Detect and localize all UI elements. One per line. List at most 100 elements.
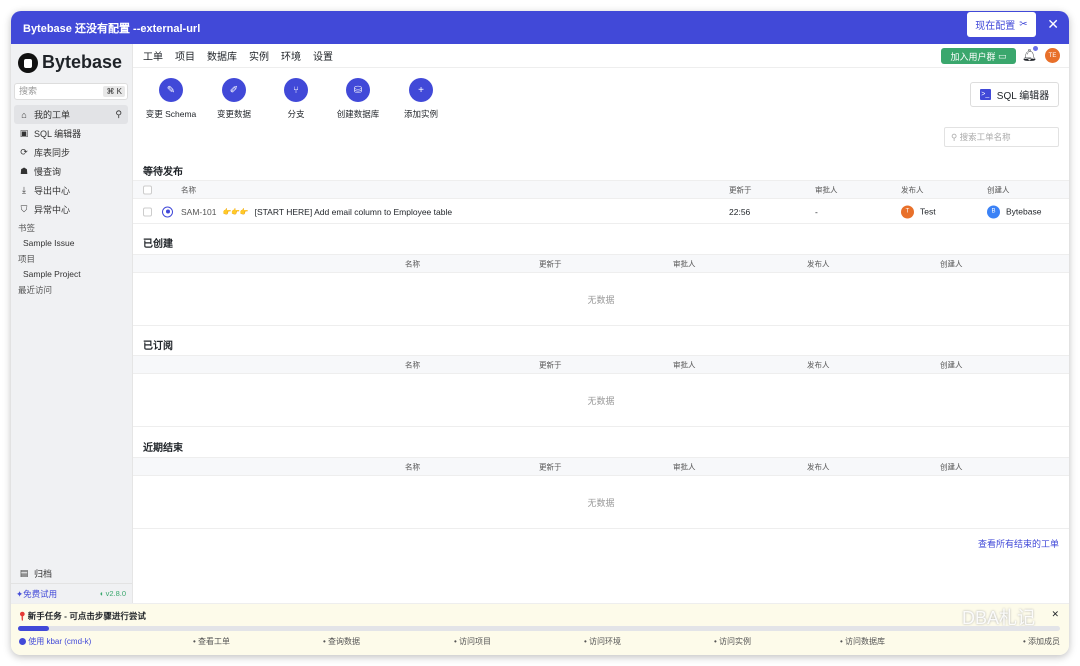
step-label: 查询数据 (328, 637, 361, 646)
section-title-waiting-rollout: 等待发布 (143, 167, 183, 178)
step-visit-project[interactable]: • 访问项目 (454, 637, 492, 646)
col-approver: 审批人 (673, 360, 696, 369)
col-releaser: 发布人 (807, 360, 830, 369)
col-creator: 创建人 (940, 462, 963, 471)
nav-databases[interactable]: 数据库 (207, 52, 237, 63)
user-avatar[interactable]: TE (1045, 48, 1060, 63)
action-branch[interactable]: ⑂ 分支 (261, 78, 331, 120)
sidebar-item-label: SQL 编辑器 (34, 129, 82, 139)
join-label: 加入用户群 (950, 51, 996, 62)
shield-icon: ⛉ (20, 204, 28, 214)
view-all-closed-link[interactable]: 查看所有结束的工单 (977, 539, 1059, 549)
status-icon (162, 206, 173, 217)
progress-fill (18, 626, 50, 631)
col-releaser: 发布人 (807, 462, 830, 471)
sidebar-search-input[interactable]: 搜索 ⌘ K (14, 83, 128, 100)
sidebar-item-sync[interactable]: ⟳ 库表同步 (14, 143, 128, 162)
empty-state: 无数据 (133, 374, 1069, 427)
sync-icon: ⟳ (20, 147, 28, 157)
nav-instances[interactable]: 实例 (249, 52, 269, 63)
download-icon: ⤓ (22, 185, 26, 195)
action-change-data[interactable]: ✐ 变更数据 (199, 78, 269, 120)
step-visit-database[interactable]: • 访问数据库 (840, 637, 886, 646)
chat-icon: ▭ (998, 50, 1007, 61)
turtle-icon: ☗ (19, 166, 29, 176)
configure-label: 现在配置 (975, 21, 1016, 32)
onboarding-panel: 📍︎新手任务 - 可点击步骤进行尝试 DBA札记 ✕ 使用 kbar (cmd-… (11, 603, 1069, 655)
sql-editor-label: SQL 编辑器 (996, 91, 1050, 102)
plus-icon: + (409, 78, 433, 102)
col-approver: 审批人 (815, 185, 838, 194)
app-window: Bytebase 还没有配置 --external-url 现在配置 ✂ ✕ By… (11, 11, 1069, 655)
status-dot (165, 209, 170, 214)
version-label: v2.8.0 (105, 589, 126, 598)
table-header: 名称 更新于 审批人 发布人 创建人 (133, 355, 1069, 374)
search-icon[interactable]: ⚲ (115, 109, 122, 119)
step-label: 访问实例 (719, 637, 752, 646)
logo[interactable]: Bytebase (18, 52, 122, 73)
issue-title[interactable]: [START HERE] Add email column to Employe… (254, 206, 453, 217)
sidebar-item-label: 我的工单 (34, 110, 71, 120)
table-row[interactable]: SAM-101 👉👉👉 [START HERE] Add email colum… (133, 200, 1069, 224)
issue-releaser: T Test (901, 205, 936, 218)
select-all-checkbox[interactable] (143, 185, 152, 194)
row-checkbox[interactable] (143, 207, 152, 216)
watermark: DBA札记 (961, 608, 1035, 628)
bookmark-sample-issue[interactable]: Sample Issue (23, 238, 75, 248)
bell-icon[interactable]: 🔔︎ (1021, 48, 1037, 62)
step-visit-instance[interactable]: • 访问实例 (714, 637, 752, 646)
col-updated: 更新于 (539, 360, 562, 369)
col-updated: 更新于 (539, 462, 562, 471)
sidebar-item-slow-query[interactable]: ☗ 慢查询 (14, 162, 128, 181)
step-view-issue[interactable]: • 查看工单 (193, 637, 231, 646)
step-visit-environment[interactable]: • 访问环境 (584, 637, 622, 646)
bytebase-logo-icon (18, 52, 38, 73)
step-kbar[interactable]: 使用 kbar (cmd-k) (19, 636, 91, 647)
sidebar-item-anomaly-center[interactable]: ⛉ 异常中心 (14, 200, 128, 219)
project-sample-project[interactable]: Sample Project (23, 269, 81, 279)
action-label: 变更数据 (216, 109, 251, 119)
nav-issues[interactable]: 工单 (143, 52, 163, 63)
step-add-member[interactable]: • 添加成员 (1022, 637, 1060, 646)
archive-icon: ▤ (19, 568, 29, 578)
close-onboarding-icon[interactable]: ✕ (1051, 609, 1059, 619)
join-community-button[interactable]: 加入用户群 ▭ (941, 48, 1016, 64)
step-label: 添加成员 (1028, 637, 1060, 646)
issue-approver: - (815, 206, 818, 217)
nav-settings[interactable]: 设置 (313, 52, 333, 63)
issue-name-cell: SAM-101 👉👉👉 [START HERE] Add email colum… (181, 207, 721, 217)
action-create-database[interactable]: ⛁ 创建数据库 (323, 78, 393, 120)
col-updated: 更新于 (729, 185, 752, 194)
sidebar-item-export-center[interactable]: ⤓ 导出中心 (14, 181, 128, 200)
action-alter-schema[interactable]: ✎ 变更 Schema (136, 78, 206, 120)
sidebar-item-label: 异常中心 (34, 205, 71, 215)
col-approver: 审批人 (673, 259, 696, 268)
branch-icon: ⑂ (284, 78, 308, 102)
onboarding-title-text: 新手任务 - 可点击步骤进行尝试 (27, 611, 146, 621)
issue-search-input[interactable]: ⚲ 搜索工单名称 (944, 127, 1059, 147)
empty-state: 无数据 (133, 273, 1069, 326)
col-approver: 审批人 (673, 462, 696, 471)
step-query-data[interactable]: • 查询数据 (323, 637, 361, 646)
sql-editor-button[interactable]: >_ SQL 编辑器 (970, 82, 1059, 107)
sidebar-item-my-issues[interactable]: ⌂ 我的工单 ⚲ (14, 105, 128, 124)
action-add-instance[interactable]: + 添加实例 (386, 78, 456, 120)
configure-now-button[interactable]: 现在配置 ✂ (967, 12, 1036, 37)
nav-environments[interactable]: 环境 (281, 52, 301, 63)
top-nav: 工单 项目 数据库 实例 环境 设置 加入用户群 ▭ 🔔︎ TE (133, 44, 1069, 68)
action-label: 添加实例 (403, 109, 438, 119)
releaser-avatar: T (901, 205, 914, 218)
terminal-icon: >_ (979, 89, 991, 100)
version-badge[interactable]: ◖ v2.8.0 (99, 589, 126, 598)
sidebar-item-archive[interactable]: ▤ 归档 (14, 564, 128, 583)
free-trial-link[interactable]: ✦免费试用 (16, 588, 57, 600)
issue-search-placeholder: 搜索工单名称 (959, 132, 1011, 142)
issue-id[interactable]: SAM-101 (181, 206, 217, 217)
nav-projects[interactable]: 项目 (175, 52, 195, 63)
table-header: 名称 更新于 审批人 发布人 创建人 (133, 254, 1069, 273)
sidebar-item-sql-editor[interactable]: ▣ SQL 编辑器 (14, 124, 128, 143)
issue-creator: B Bytebase (987, 205, 1041, 218)
action-label: 变更 Schema (145, 109, 197, 119)
close-banner-icon[interactable]: ✕ (1047, 16, 1059, 32)
terminal-icon: ▣ (19, 128, 29, 138)
